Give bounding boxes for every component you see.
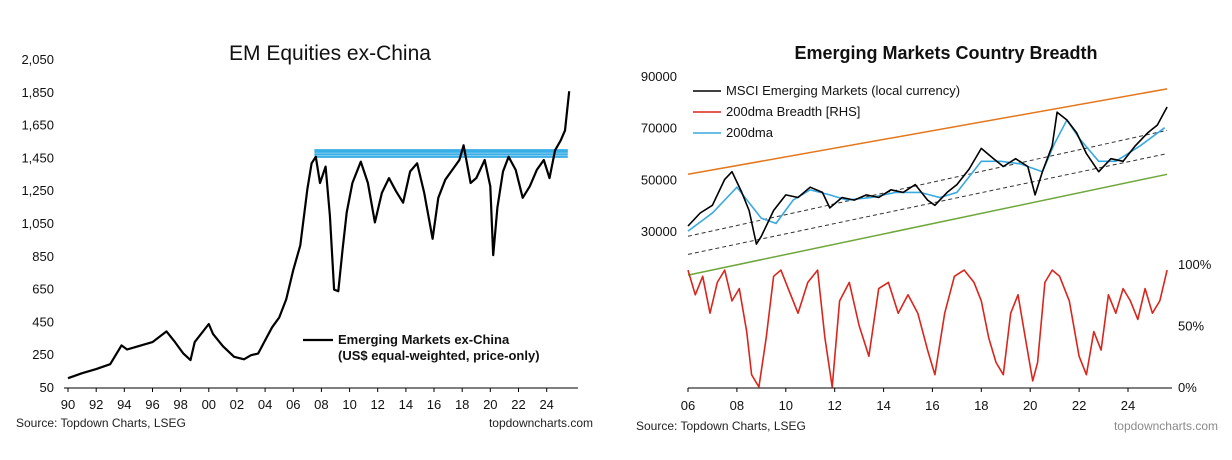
right-lower-y-tick-label: 50% (1178, 319, 1204, 334)
left-x-tick-label: 10 (342, 397, 356, 412)
left-x-tick-label: 94 (117, 397, 131, 412)
left-x-axis: 90 92 94 96 98 00 02 04 06 08 10 12 14 16 18 20 22 24 (61, 388, 554, 412)
left-x-tick-label: 00 (202, 397, 216, 412)
left-y-tick-label: 650 (32, 282, 54, 297)
right-x-axis: 06 08 10 12 14 16 18 20 22 24 (681, 388, 1135, 413)
right-x-tick-label: 08 (730, 398, 744, 413)
legend-label-200dma: 200dma (726, 125, 774, 140)
left-x-tick-label: 96 (145, 397, 159, 412)
right-x-tick-label: 20 (1023, 398, 1037, 413)
right-lower-y-tick-label: 100% (1178, 257, 1212, 272)
left-x-tick-label: 90 (61, 397, 75, 412)
left-x-tick-label: 14 (399, 397, 413, 412)
right-upper-y-axis: 90000 70000 50000 30000 (641, 69, 677, 239)
left-chart-panel: EM Equities ex-China 2,050 1,850 1,650 1,45… (16, 42, 593, 430)
msci-em-series-line (687, 106, 1168, 245)
channel-trend-line (687, 153, 1168, 255)
channel-trend-line (687, 129, 1168, 237)
left-x-tick-label: 22 (511, 397, 525, 412)
left-legend: Emerging Markets ex-China (US$ equal-wei… (303, 332, 540, 363)
left-x-tick-label: 18 (455, 397, 469, 412)
left-y-axis: 2,050 1,850 1,650 1,450 1,250 1,050 850 650 450 2… (21, 52, 54, 395)
left-legend-label-2: (US$ equal-weighted, price-only) (338, 348, 540, 363)
right-x-tick-label: 16 (925, 398, 939, 413)
right-x-tick-label: 06 (681, 398, 695, 413)
right-chart-panel: Emerging Markets Country Breadth 90000 70… (636, 43, 1218, 433)
left-y-tick-label: 1,850 (21, 85, 54, 100)
left-x-tick-label: 04 (258, 397, 272, 412)
legend-label-breadth: 200dma Breadth [RHS] (726, 104, 860, 119)
left-x-tick-label: 12 (370, 397, 384, 412)
right-x-tick-label: 10 (779, 398, 793, 413)
right-upper-y-tick-label: 70000 (641, 121, 677, 136)
left-x-tick-label: 24 (539, 397, 553, 412)
channel-trend-line (687, 173, 1168, 276)
breadth-series-line (687, 269, 1168, 388)
left-y-tick-label: 50 (40, 380, 54, 395)
right-x-tick-label: 18 (974, 398, 988, 413)
left-x-tick-label: 20 (483, 397, 497, 412)
left-y-tick-label: 250 (32, 347, 54, 362)
left-y-tick-label: 450 (32, 314, 54, 329)
right-upper-y-tick-label: 30000 (641, 224, 677, 239)
right-x-tick-label: 14 (876, 398, 890, 413)
right-chart-title: Emerging Markets Country Breadth (794, 43, 1097, 63)
left-x-tick-label: 06 (286, 397, 300, 412)
right-lower-y-axis: 100% 50% 0% (1178, 257, 1212, 395)
right-upper-y-tick-label: 90000 (641, 69, 677, 84)
left-source-note: Source: Topdown Charts, LSEG (16, 416, 186, 430)
left-x-tick-label: 02 (230, 397, 244, 412)
channel-trend-line (687, 88, 1168, 176)
left-legend-label-1: Emerging Markets ex-China (338, 332, 510, 347)
em-ex-china-series-line (67, 91, 571, 380)
legend-label-msci: MSCI Emerging Markets (local currency) (726, 83, 960, 98)
left-y-tick-label: 1,450 (21, 150, 54, 165)
left-y-tick-label: 1,050 (21, 216, 54, 231)
left-y-tick-label: 850 (32, 249, 54, 264)
left-chart-title: EM Equities ex-China (229, 42, 431, 65)
right-legend: MSCI Emerging Markets (local currency) 2… (693, 83, 960, 140)
left-y-tick-label: 1,250 (21, 183, 54, 198)
right-lower-y-tick-label: 0% (1178, 380, 1197, 395)
left-x-tick-label: 16 (427, 397, 441, 412)
right-upper-y-tick-label: 50000 (641, 172, 677, 187)
right-x-tick-label: 12 (827, 398, 841, 413)
right-x-tick-label: 24 (1121, 398, 1135, 413)
left-x-tick-label: 98 (173, 397, 187, 412)
resistance-band (314, 149, 568, 158)
left-x-tick-label: 92 (89, 397, 103, 412)
right-x-tick-label: 22 (1072, 398, 1086, 413)
left-y-tick-label: 1,650 (21, 118, 54, 133)
right-source-note: Source: Topdown Charts, LSEG (636, 419, 806, 433)
left-y-tick-label: 2,050 (21, 52, 54, 67)
left-website: topdowncharts.com (489, 416, 593, 430)
left-x-tick-label: 08 (314, 397, 328, 412)
right-website: topdowncharts.com (1114, 419, 1218, 433)
